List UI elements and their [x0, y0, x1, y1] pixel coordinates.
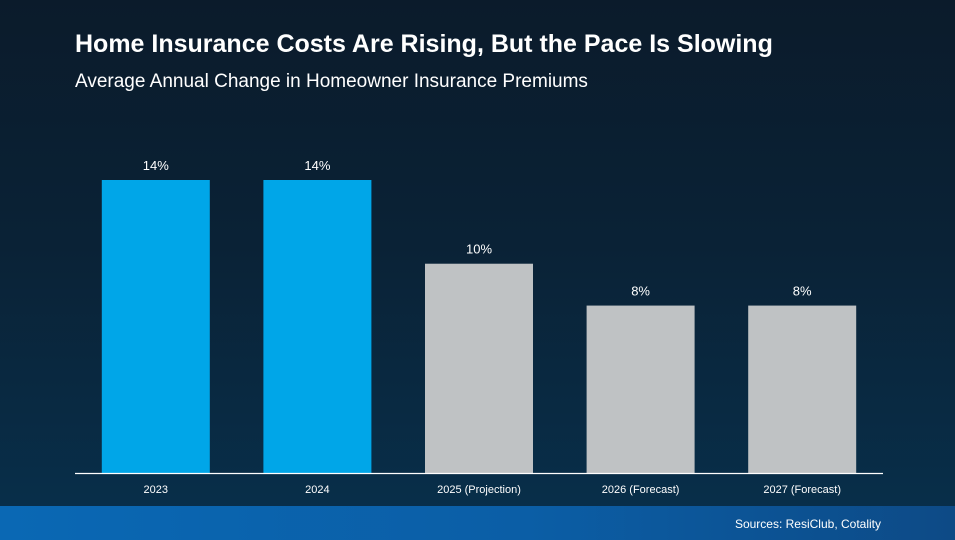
chart-subtitle: Average Annual Change in Homeowner Insur…: [75, 71, 588, 92]
category-label-2: 2025 (Projection): [437, 484, 521, 496]
category-label-4: 2027 (Forecast): [763, 484, 841, 496]
bar-0: [101, 180, 210, 473]
chart-title: Home Insurance Costs Are Rising, But the…: [75, 30, 773, 58]
bar-3: [586, 305, 695, 473]
value-label-1: 14%: [304, 158, 330, 173]
footer-bar: Sources: ResiClub, Cotality: [0, 506, 955, 540]
value-label-2: 10%: [466, 242, 492, 257]
value-label-3: 8%: [631, 284, 650, 299]
bar-4: [748, 305, 857, 473]
category-label-1: 2024: [305, 484, 329, 496]
bar-2: [425, 263, 533, 473]
bar-1: [263, 180, 372, 473]
category-label-0: 2023: [144, 484, 168, 496]
value-label-0: 14%: [143, 158, 169, 173]
sources-note: Sources: ResiClub, Cotality: [734, 517, 881, 531]
bar-chart: 14% 2023 14% 2024 10% 2025 (Projection) 8% 2026…: [101, 158, 857, 496]
category-label-3: 2026 (Forecast): [602, 484, 680, 496]
value-label-4: 8%: [793, 284, 812, 299]
